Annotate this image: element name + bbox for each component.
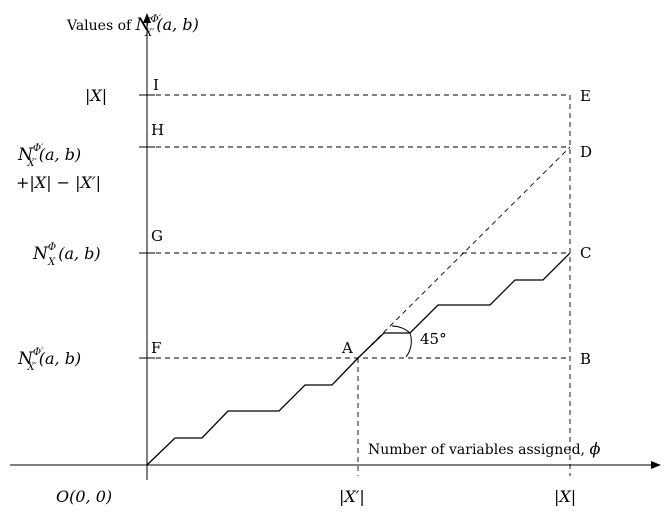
point-label-i: I — [153, 76, 159, 94]
y-tick-label-g: NΦ X (a, b) — [32, 242, 101, 268]
point-label-h: H — [151, 121, 164, 139]
point-label-g: G — [151, 227, 163, 245]
y-axis-title: Values of NΦ′ X′ (a, b) — [66, 14, 199, 39]
point-label-d: D — [580, 143, 592, 161]
y-tick-label-h-line2: +|X| − |X′| — [16, 173, 101, 192]
angle-arc — [405, 332, 412, 358]
x-tick-label-origin: O(0, 0) — [56, 487, 112, 506]
y-tick-label-f: NΦ′ X′ (a, b) — [17, 347, 81, 373]
dashed-diagonal-ad — [357, 146, 571, 359]
y-tick-label-h-line1: NΦ′ X′ (a, b) — [17, 143, 81, 169]
staircase-path — [146, 252, 571, 466]
x-tick-label-x-prime: |X′| — [339, 487, 365, 506]
angle-label: 45° — [420, 330, 447, 348]
point-label-f: F — [151, 339, 161, 357]
x-tick-label-x: |X| — [554, 487, 576, 506]
point-label-c: C — [580, 244, 591, 262]
angle-arc-upper — [391, 325, 411, 334]
point-label-e: E — [580, 87, 591, 105]
point-label-a: A — [341, 339, 353, 357]
point-label-b: B — [580, 350, 591, 368]
x-axis-title: Number of variables assigned, ϕ — [368, 439, 600, 458]
y-tick-label-abs-x: |X| — [85, 86, 107, 105]
